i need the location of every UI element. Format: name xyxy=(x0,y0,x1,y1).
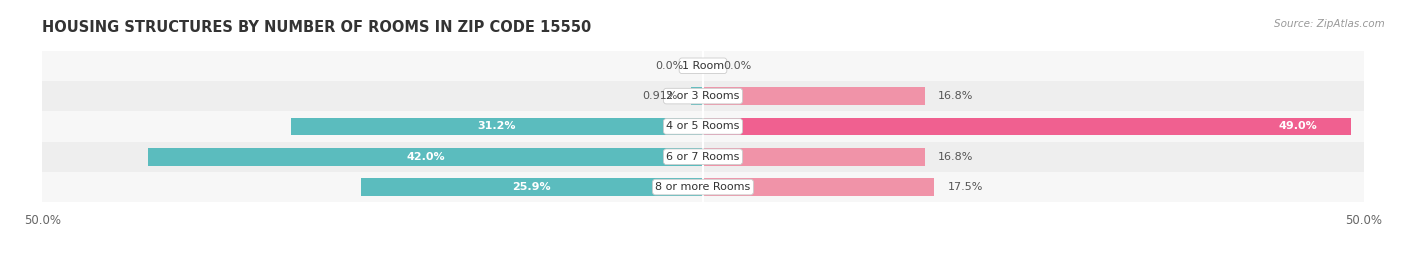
Bar xyxy=(361,178,703,196)
Text: 1 Room: 1 Room xyxy=(682,61,724,71)
Text: 42.0%: 42.0% xyxy=(406,152,444,162)
Text: 0.0%: 0.0% xyxy=(655,61,683,71)
Text: 0.0%: 0.0% xyxy=(723,61,751,71)
Bar xyxy=(703,178,934,196)
Text: HOUSING STRUCTURES BY NUMBER OF ROOMS IN ZIP CODE 15550: HOUSING STRUCTURES BY NUMBER OF ROOMS IN… xyxy=(42,20,592,35)
Text: 8 or more Rooms: 8 or more Rooms xyxy=(655,182,751,192)
Text: 49.0%: 49.0% xyxy=(1279,121,1317,132)
Bar xyxy=(42,51,1364,81)
Bar xyxy=(703,148,925,165)
Bar xyxy=(291,118,703,135)
Text: 25.9%: 25.9% xyxy=(513,182,551,192)
Text: 31.2%: 31.2% xyxy=(478,121,516,132)
Bar xyxy=(148,148,703,165)
Text: 16.8%: 16.8% xyxy=(938,91,973,101)
Bar xyxy=(42,141,1364,172)
Bar xyxy=(42,172,1364,202)
Bar xyxy=(690,87,703,105)
Bar xyxy=(42,111,1364,141)
Text: 0.91%: 0.91% xyxy=(643,91,678,101)
Text: 17.5%: 17.5% xyxy=(948,182,983,192)
Bar xyxy=(703,87,925,105)
Text: 4 or 5 Rooms: 4 or 5 Rooms xyxy=(666,121,740,132)
Bar xyxy=(703,118,1351,135)
Text: 16.8%: 16.8% xyxy=(938,152,973,162)
Text: Source: ZipAtlas.com: Source: ZipAtlas.com xyxy=(1274,19,1385,29)
Text: 6 or 7 Rooms: 6 or 7 Rooms xyxy=(666,152,740,162)
Text: 2 or 3 Rooms: 2 or 3 Rooms xyxy=(666,91,740,101)
Bar xyxy=(42,81,1364,111)
